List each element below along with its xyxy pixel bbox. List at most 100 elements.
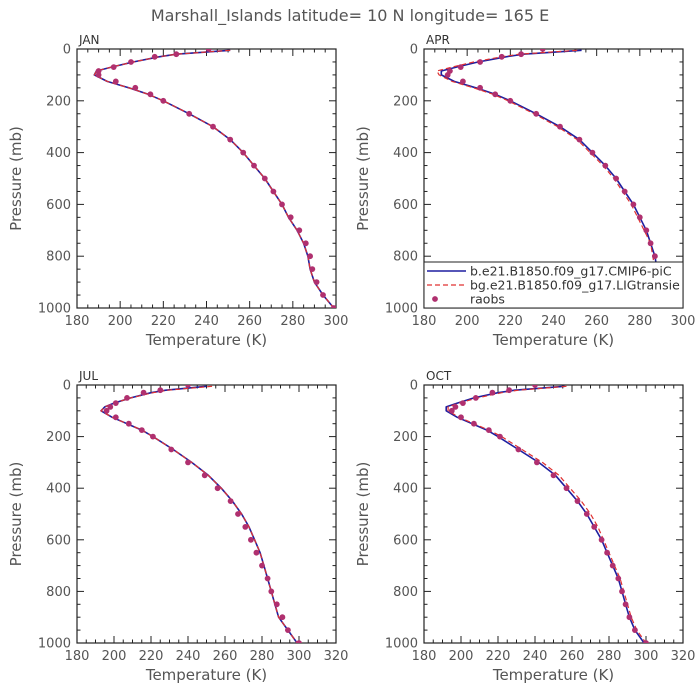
raobs-point [598, 536, 605, 543]
raobs-point [563, 485, 570, 492]
x-tick-label: 300 [634, 649, 659, 664]
raobs-point [248, 536, 254, 543]
raobs-point [112, 78, 119, 85]
panels-group: JAN 180 200 220 240 260 280 300 0 200 400 600 800 100… [7, 33, 695, 684]
raobs-point [124, 395, 130, 401]
y-tick-label: 200 [46, 94, 71, 109]
x-tick-label: 300 [671, 314, 696, 329]
raobs-point [643, 640, 649, 643]
raobs-point [539, 49, 546, 52]
x-tick-label: 280 [280, 314, 305, 329]
raobs-point [602, 162, 609, 169]
x-tick-label: 200 [455, 314, 480, 329]
y-tick-label: 200 [46, 430, 71, 445]
x-axis-label: Temperature (K) [492, 331, 614, 349]
x-tick-label: 220 [139, 649, 164, 664]
x-tick-label: 260 [584, 314, 609, 329]
raobs-point [125, 420, 132, 427]
raobs-point [550, 472, 557, 479]
y-tick-label: 400 [393, 482, 418, 497]
legend-entry-label: b.e21.B1850.f09_g17.CMIP6-piC [470, 264, 672, 279]
raobs-point [151, 53, 158, 60]
raobs-point [157, 387, 164, 394]
raobs-point [518, 51, 524, 58]
raobs-point [268, 588, 275, 595]
y-tick-label: 800 [46, 585, 71, 600]
y-tick-label: 400 [393, 146, 418, 161]
y-tick-label: 0 [63, 379, 71, 394]
x-tick-label: 240 [176, 649, 201, 664]
y-tick-label: 600 [46, 533, 71, 548]
raobs-point [112, 414, 119, 421]
x-tick-label: 180 [65, 649, 90, 664]
x-tick-label: 180 [412, 314, 437, 329]
y-tick-label: 1000 [385, 637, 418, 652]
chart-panel-jul: JUL 180 200 220 240 260 280 300 320 0 200 400 600 800… [7, 369, 348, 684]
raobs-point [214, 485, 221, 492]
raobs-point [140, 389, 147, 396]
raobs-point [186, 110, 193, 117]
raobs-point [619, 588, 625, 595]
raobs-point [632, 627, 638, 633]
plot-data [436, 49, 682, 308]
raobs-point [643, 227, 650, 234]
raobs-point [107, 404, 114, 410]
x-tick-label: 180 [412, 649, 437, 664]
raobs-point [160, 97, 167, 104]
raobs-point [251, 162, 257, 169]
raobs-point [515, 446, 522, 453]
raobs-point [227, 136, 234, 143]
raobs-point [507, 97, 514, 104]
raobs-point [150, 433, 156, 440]
x-tick-label: 320 [324, 649, 349, 664]
y-axis-label: Pressure (mb) [7, 126, 25, 231]
y-axis-label: Pressure (mb) [7, 462, 25, 567]
raobs-point [460, 400, 466, 406]
x-axis-label: Temperature (K) [145, 331, 267, 349]
raobs-point [210, 123, 216, 130]
series-line-LIGtransient [100, 385, 298, 643]
raobs-point [458, 414, 464, 421]
raobs-point [621, 188, 628, 195]
y-tick-label: 800 [393, 585, 418, 600]
raobs-point [320, 292, 326, 298]
x-tick-label: 260 [213, 649, 238, 664]
raobs-point [242, 524, 249, 530]
y-tick-label: 600 [393, 533, 418, 548]
raobs-point [168, 446, 175, 453]
raobs-point [95, 72, 102, 78]
raobs-point [622, 601, 629, 608]
y-tick-label: 800 [393, 250, 418, 265]
y-tick-label: 0 [410, 379, 418, 394]
raobs-point [138, 427, 145, 433]
raobs-point [173, 51, 180, 58]
raobs-point [313, 279, 320, 285]
raobs-point [285, 627, 291, 633]
raobs-point [296, 640, 302, 643]
raobs-point [112, 400, 119, 406]
raobs-point [636, 214, 643, 221]
raobs-point [185, 459, 191, 466]
x-tick-label: 220 [486, 649, 511, 664]
plot-data [445, 385, 649, 643]
panel-label: JAN [78, 33, 100, 47]
raobs-point [273, 601, 280, 608]
y-tick-label: 1000 [38, 637, 71, 652]
raobs-point [259, 562, 265, 569]
raobs-point [235, 511, 241, 517]
x-tick-label: 300 [287, 649, 312, 664]
raobs-point [630, 201, 637, 208]
raobs-point [457, 64, 464, 70]
raobs-point [205, 49, 212, 52]
raobs-point [448, 407, 455, 414]
raobs-point [591, 524, 598, 530]
y-axis-label: Pressure (mb) [354, 126, 372, 231]
raobs-point [460, 78, 466, 85]
raobs-point [444, 72, 451, 78]
raobs-point [626, 614, 633, 621]
chart-panel-oct: OCT 180 200 220 240 260 280 300 320 0 200 400 600 800… [354, 369, 695, 684]
y-tick-label: 1000 [385, 302, 418, 317]
raobs-point [532, 385, 538, 388]
x-tick-label: 260 [237, 314, 262, 329]
